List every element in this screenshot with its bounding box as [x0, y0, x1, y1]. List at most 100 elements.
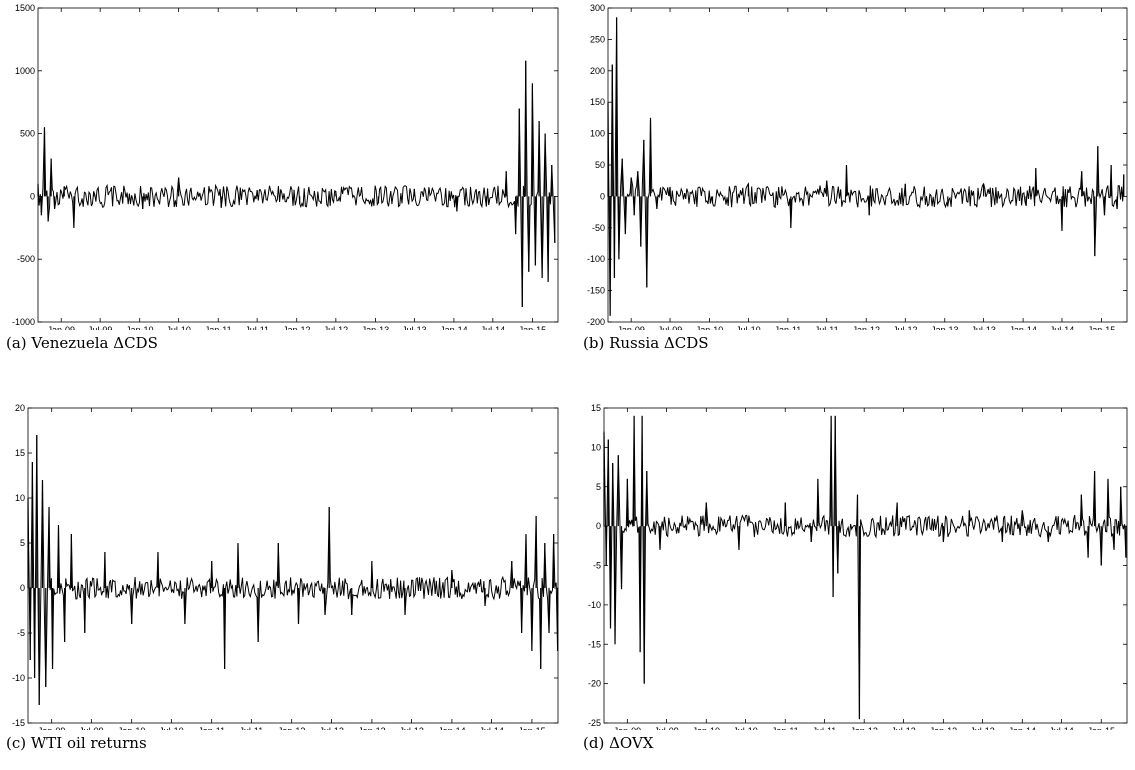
x-tick-label: Jul-14	[1049, 726, 1074, 730]
chart-panel-russia: -200 -150 -100 -50 0 50 100 150 200 250 300 Jan-09 J…	[577, 0, 1135, 360]
y-tick-label: 200	[590, 66, 605, 76]
chart-ovx: -25 -20 -15 -10 -5 0 5 10 15 Jan-09 Jul-09 Jan-10 Ju…	[588, 403, 1128, 730]
chart-venezuela-cds: -1000 -500 0 500 1000 1500 Jan-09 Jul-09 Jan-10 J…	[12, 3, 559, 330]
caption-russia: (b) Russia ΔCDS	[583, 334, 709, 352]
y-tick-label: 20	[15, 403, 25, 413]
y-tick-label: 100	[590, 129, 605, 139]
x-tick-label: Jul-09	[658, 325, 683, 330]
x-tick-label: Jan-14	[1009, 325, 1037, 330]
x-tick-label: Jan-15	[518, 726, 546, 730]
x-tick-label: Jan-14	[440, 325, 468, 330]
y-tick-label: 10	[15, 493, 25, 503]
chart-panel-venezuela: -1000 -500 0 500 1000 1500 Jan-09 Jul-09 Jan-10 J…	[0, 0, 565, 360]
x-tick-label: Jan-09	[614, 726, 642, 730]
x-tick-label: Jan-10	[696, 325, 724, 330]
y-tick-label: -10	[588, 600, 601, 610]
x-tick-label: Jan-10	[118, 726, 146, 730]
x-tick-label: Jul-14	[481, 325, 506, 330]
y-tick-label: 15	[591, 403, 601, 413]
x-tick-label: Jul-10	[166, 325, 191, 330]
x-tick-label: Jan-13	[930, 726, 958, 730]
plot-frame	[603, 407, 1128, 724]
chart-panel-ovx: -25 -20 -15 -10 -5 0 5 10 15 Jan-09 Jul-09 Jan-10 Ju…	[577, 395, 1135, 770]
x-tick-label: Jul-13	[970, 726, 995, 730]
plot-frame	[607, 7, 1128, 323]
x-tick-label: Jan-12	[283, 325, 311, 330]
y-tick-label: 10	[591, 442, 601, 452]
y-tick-label: 1000	[15, 66, 35, 76]
series-line	[603, 415, 1127, 720]
x-tick-label: Jan-15	[519, 325, 547, 330]
x-tick-label: Jan-10	[693, 726, 721, 730]
x-tick-label: Jul-11	[239, 726, 263, 730]
x-tick-label: Jul-13	[971, 325, 996, 330]
y-tick-label: -50	[592, 223, 605, 233]
x-tick-label: Jul-11	[815, 325, 839, 330]
y-tick-label: 250	[590, 34, 605, 44]
x-tick-label: Jan-09	[617, 325, 645, 330]
x-tick-label: Jul-12	[319, 726, 344, 730]
x-tick-label: Jan-11	[774, 325, 801, 330]
x-tick-label: Jan-15	[1087, 726, 1115, 730]
x-tick-label: Jul-12	[893, 325, 918, 330]
x-tick-label: Jan-14	[438, 726, 466, 730]
x-tick-label: Jan-13	[362, 325, 390, 330]
x-tick-label: Jul-14	[479, 726, 504, 730]
y-tick-label: -1000	[12, 317, 35, 327]
x-tick-label: Jul-10	[736, 325, 761, 330]
y-tick-label: 5	[596, 482, 601, 492]
x-tick-label: Jan-10	[126, 325, 154, 330]
x-tick-label: Jul-12	[324, 325, 349, 330]
y-tick-label: 50	[595, 160, 605, 170]
series-line	[607, 17, 1125, 316]
x-tick-label: Jan-11	[772, 726, 799, 730]
y-tick-label: -15	[12, 718, 25, 728]
caption-ovx: (d) ΔOVX	[583, 734, 654, 752]
y-tick-label: -25	[588, 718, 601, 728]
x-tick-label: Jul-10	[733, 726, 758, 730]
x-tick-label: Jul-12	[891, 726, 916, 730]
y-tick-label: -5	[17, 628, 25, 638]
x-tick-label: Jul-11	[812, 726, 836, 730]
plot-frame	[37, 7, 559, 323]
x-tick-label: Jan-12	[852, 325, 880, 330]
x-tick-label: Jan-11	[198, 726, 225, 730]
y-tick-label: 0	[20, 583, 25, 593]
y-tick-label: -10	[12, 673, 25, 683]
x-tick-label: Jan-09	[38, 726, 66, 730]
x-tick-label: Jan-09	[47, 325, 75, 330]
y-tick-label: -20	[588, 679, 601, 689]
x-tick-label: Jul-13	[402, 325, 427, 330]
x-tick-label: Jan-15	[1088, 325, 1116, 330]
y-tick-label: -150	[587, 286, 605, 296]
y-tick-label: -500	[17, 254, 35, 264]
x-tick-label: Jan-13	[358, 726, 386, 730]
chart-russia-cds: -200 -150 -100 -50 0 50 100 150 200 250 300 Jan-09 J…	[587, 3, 1128, 330]
x-tick-label: Jul-09	[79, 726, 104, 730]
caption-venezuela: (a) Venezuela ΔCDS	[6, 334, 158, 352]
y-tick-label: -100	[587, 254, 605, 264]
series-line	[37, 60, 556, 307]
series-line	[27, 434, 559, 706]
x-tick-label: Jul-09	[654, 726, 679, 730]
chart-panel-wti: -15 -10 -5 0 5 10 15 20 Jan-09 Jul-09 Jan-10 Jul-10…	[0, 395, 565, 770]
y-tick-label: 5	[20, 538, 25, 548]
x-tick-label: Jan-12	[850, 726, 878, 730]
x-tick-label: Jul-13	[399, 726, 424, 730]
x-tick-label: Jul-14	[1050, 325, 1075, 330]
y-tick-label: -15	[588, 639, 601, 649]
x-tick-label: Jan-11	[205, 325, 232, 330]
caption-wti: (c) WTI oil returns	[6, 734, 147, 752]
plot-frame	[27, 407, 559, 724]
y-tick-label: 0	[600, 191, 605, 201]
x-tick-label: Jan-13	[931, 325, 959, 330]
y-tick-label: 300	[590, 3, 605, 13]
x-tick-label: Jul-11	[245, 325, 269, 330]
y-tick-label: -5	[593, 561, 601, 571]
y-tick-label: 1500	[15, 3, 35, 13]
y-tick-label: 0	[30, 191, 35, 201]
y-tick-label: 15	[15, 448, 25, 458]
y-tick-label: 0	[596, 521, 601, 531]
chart-wti-returns: -15 -10 -5 0 5 10 15 20 Jan-09 Jul-09 Jan-10 Jul-10…	[12, 403, 559, 730]
y-tick-label: -200	[587, 317, 605, 327]
